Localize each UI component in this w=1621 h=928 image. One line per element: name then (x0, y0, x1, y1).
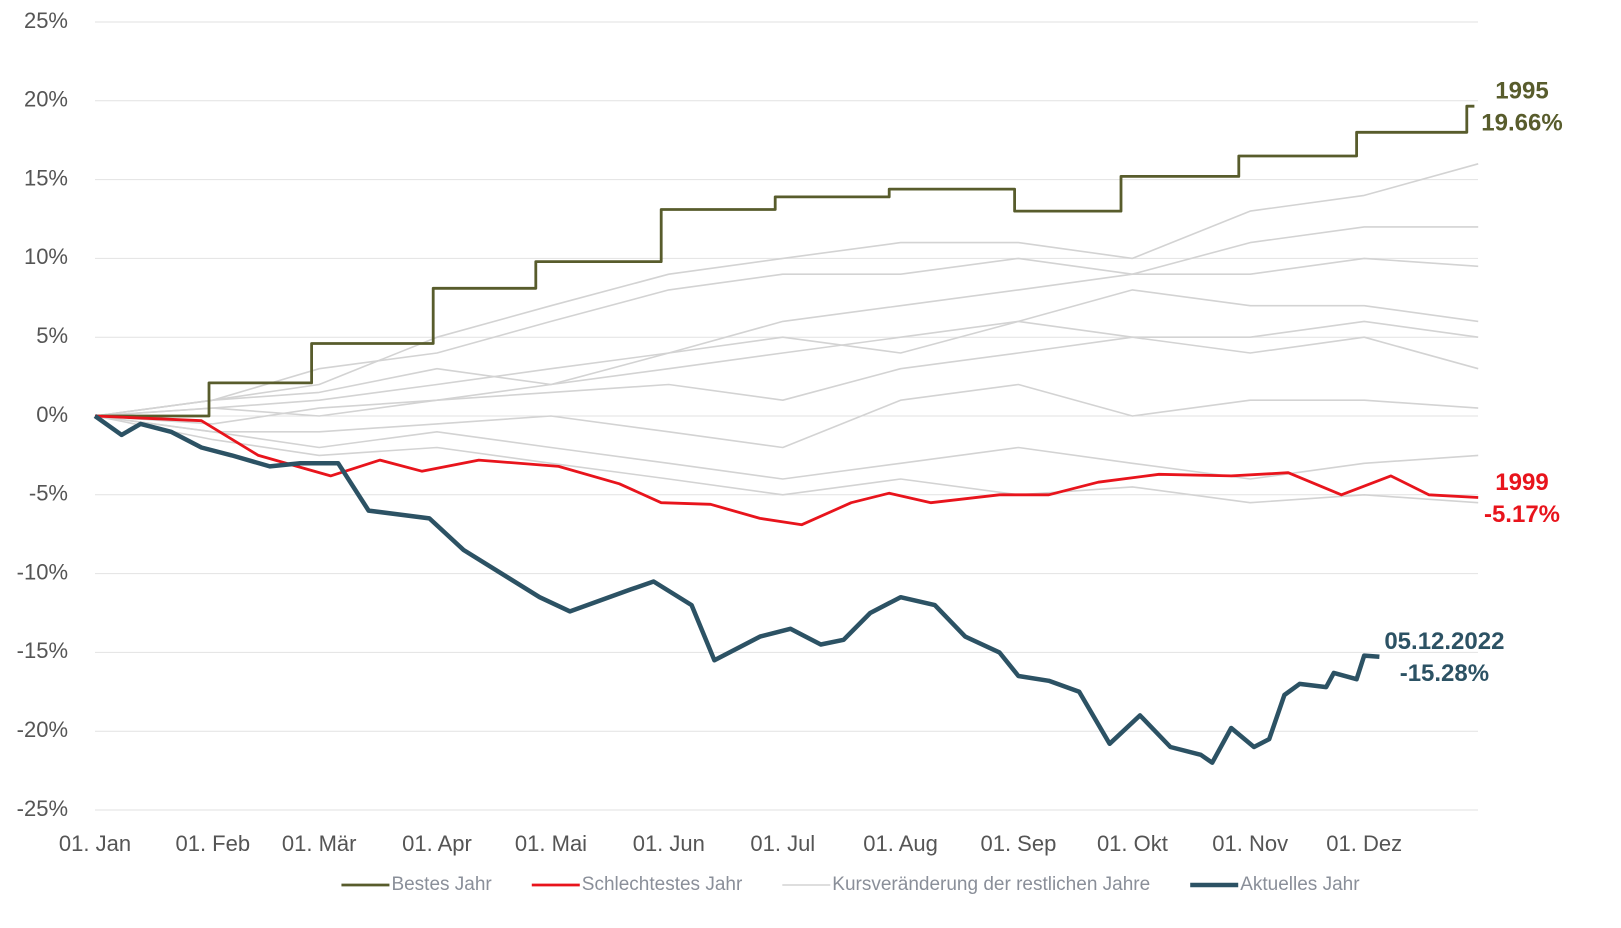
x-tick-label: 01. Feb (175, 831, 250, 856)
end-value-label: -15.28% (1400, 660, 1489, 687)
x-tick-label: 01. Mär (282, 831, 357, 856)
y-tick-label: -25% (17, 796, 68, 821)
legend-label: Kursveränderung der restlichen Jahre (832, 874, 1150, 895)
series-line (94, 415, 1479, 480)
series-line (94, 289, 1479, 425)
x-tick-label: 01. Apr (402, 831, 472, 856)
end-label: 1995 (1495, 78, 1548, 105)
series-line (94, 415, 1479, 504)
series-line (94, 414, 1479, 527)
y-tick-label: -5% (29, 481, 68, 506)
x-tick-label: 01. Nov (1212, 831, 1288, 856)
series-line (94, 320, 1479, 417)
legend-label: Schlechtestes Jahr (582, 874, 743, 895)
x-tick-label: 01. Okt (1097, 831, 1168, 856)
series-line (94, 336, 1479, 417)
y-tick-label: 10% (24, 244, 68, 269)
x-tick-label: 01. Jan (59, 831, 131, 856)
series-line (94, 257, 1479, 417)
y-tick-label: 25% (24, 8, 68, 33)
series-line (94, 383, 1479, 449)
y-tick-label: 15% (24, 165, 68, 190)
y-tick-label: 5% (36, 323, 68, 348)
x-tick-label: 01. Mai (515, 831, 587, 856)
y-tick-label: -15% (17, 638, 68, 663)
end-value-label: -5.17% (1484, 501, 1560, 528)
series-line (94, 163, 1479, 417)
y-tick-label: 0% (36, 402, 68, 427)
x-tick-label: 01. Jun (633, 831, 705, 856)
x-tick-label: 01. Sep (980, 831, 1056, 856)
y-tick-label: -20% (17, 717, 68, 742)
y-tick-label: 20% (24, 87, 68, 112)
x-tick-label: 01. Aug (863, 831, 938, 856)
y-tick-label: -10% (17, 559, 68, 584)
x-tick-label: 01. Jul (750, 831, 815, 856)
legend-label: Aktuelles Jahr (1240, 874, 1360, 895)
end-value-label: 19.66% (1481, 110, 1562, 137)
series-line (95, 104, 1475, 418)
x-tick-label: 01. Dez (1326, 831, 1402, 856)
series-line (94, 226, 1479, 417)
legend-label: Bestes Jahr (391, 874, 492, 895)
end-label: 1999 (1495, 469, 1548, 496)
end-label: 05.12.2022 (1384, 628, 1504, 655)
series-line (93, 414, 1380, 765)
